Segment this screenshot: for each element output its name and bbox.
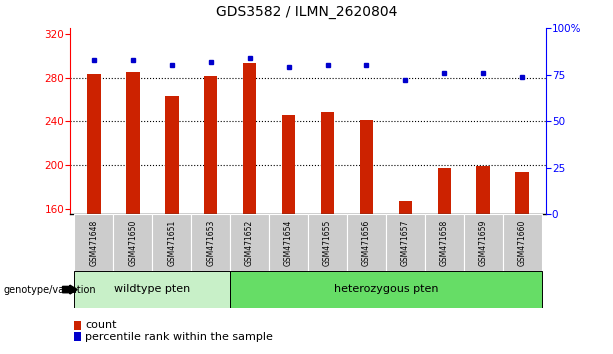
FancyBboxPatch shape xyxy=(425,214,464,271)
Bar xyxy=(126,72,140,214)
Bar xyxy=(204,76,218,214)
Text: percentile rank within the sample: percentile rank within the sample xyxy=(85,332,273,342)
Bar xyxy=(165,96,178,214)
Text: GSM471653: GSM471653 xyxy=(206,219,215,266)
Text: GSM471657: GSM471657 xyxy=(401,219,410,266)
Text: GSM471655: GSM471655 xyxy=(323,219,332,266)
FancyBboxPatch shape xyxy=(191,214,230,271)
FancyBboxPatch shape xyxy=(113,214,152,271)
FancyBboxPatch shape xyxy=(464,214,503,271)
Text: GSM471651: GSM471651 xyxy=(167,219,177,266)
FancyBboxPatch shape xyxy=(230,271,542,308)
FancyBboxPatch shape xyxy=(74,214,113,271)
Text: GSM471652: GSM471652 xyxy=(245,219,254,266)
Text: GSM471648: GSM471648 xyxy=(89,219,98,266)
Bar xyxy=(74,332,81,341)
Text: GSM471650: GSM471650 xyxy=(128,219,137,266)
Bar xyxy=(398,201,412,214)
Text: GSM471656: GSM471656 xyxy=(362,219,371,266)
Bar xyxy=(438,168,451,214)
FancyBboxPatch shape xyxy=(347,214,386,271)
Text: heterozygous pten: heterozygous pten xyxy=(333,284,438,295)
Text: GSM471654: GSM471654 xyxy=(284,219,293,266)
Text: wildtype pten: wildtype pten xyxy=(114,284,191,295)
Bar xyxy=(74,321,81,330)
Text: GDS3582 / ILMN_2620804: GDS3582 / ILMN_2620804 xyxy=(216,5,397,19)
FancyBboxPatch shape xyxy=(269,214,308,271)
Bar xyxy=(282,115,295,214)
FancyBboxPatch shape xyxy=(230,214,269,271)
Bar xyxy=(476,166,490,214)
Bar xyxy=(516,172,529,214)
FancyBboxPatch shape xyxy=(74,271,230,308)
Text: count: count xyxy=(85,320,116,330)
Text: GSM471658: GSM471658 xyxy=(440,219,449,266)
Bar xyxy=(87,74,101,214)
FancyBboxPatch shape xyxy=(152,214,191,271)
Text: GSM471660: GSM471660 xyxy=(518,219,527,266)
Bar xyxy=(360,120,373,214)
Bar xyxy=(243,63,256,214)
FancyBboxPatch shape xyxy=(503,214,542,271)
Text: genotype/variation: genotype/variation xyxy=(3,285,96,295)
Bar xyxy=(321,113,334,214)
Text: GSM471659: GSM471659 xyxy=(479,219,488,266)
FancyBboxPatch shape xyxy=(308,214,347,271)
FancyBboxPatch shape xyxy=(386,214,425,271)
